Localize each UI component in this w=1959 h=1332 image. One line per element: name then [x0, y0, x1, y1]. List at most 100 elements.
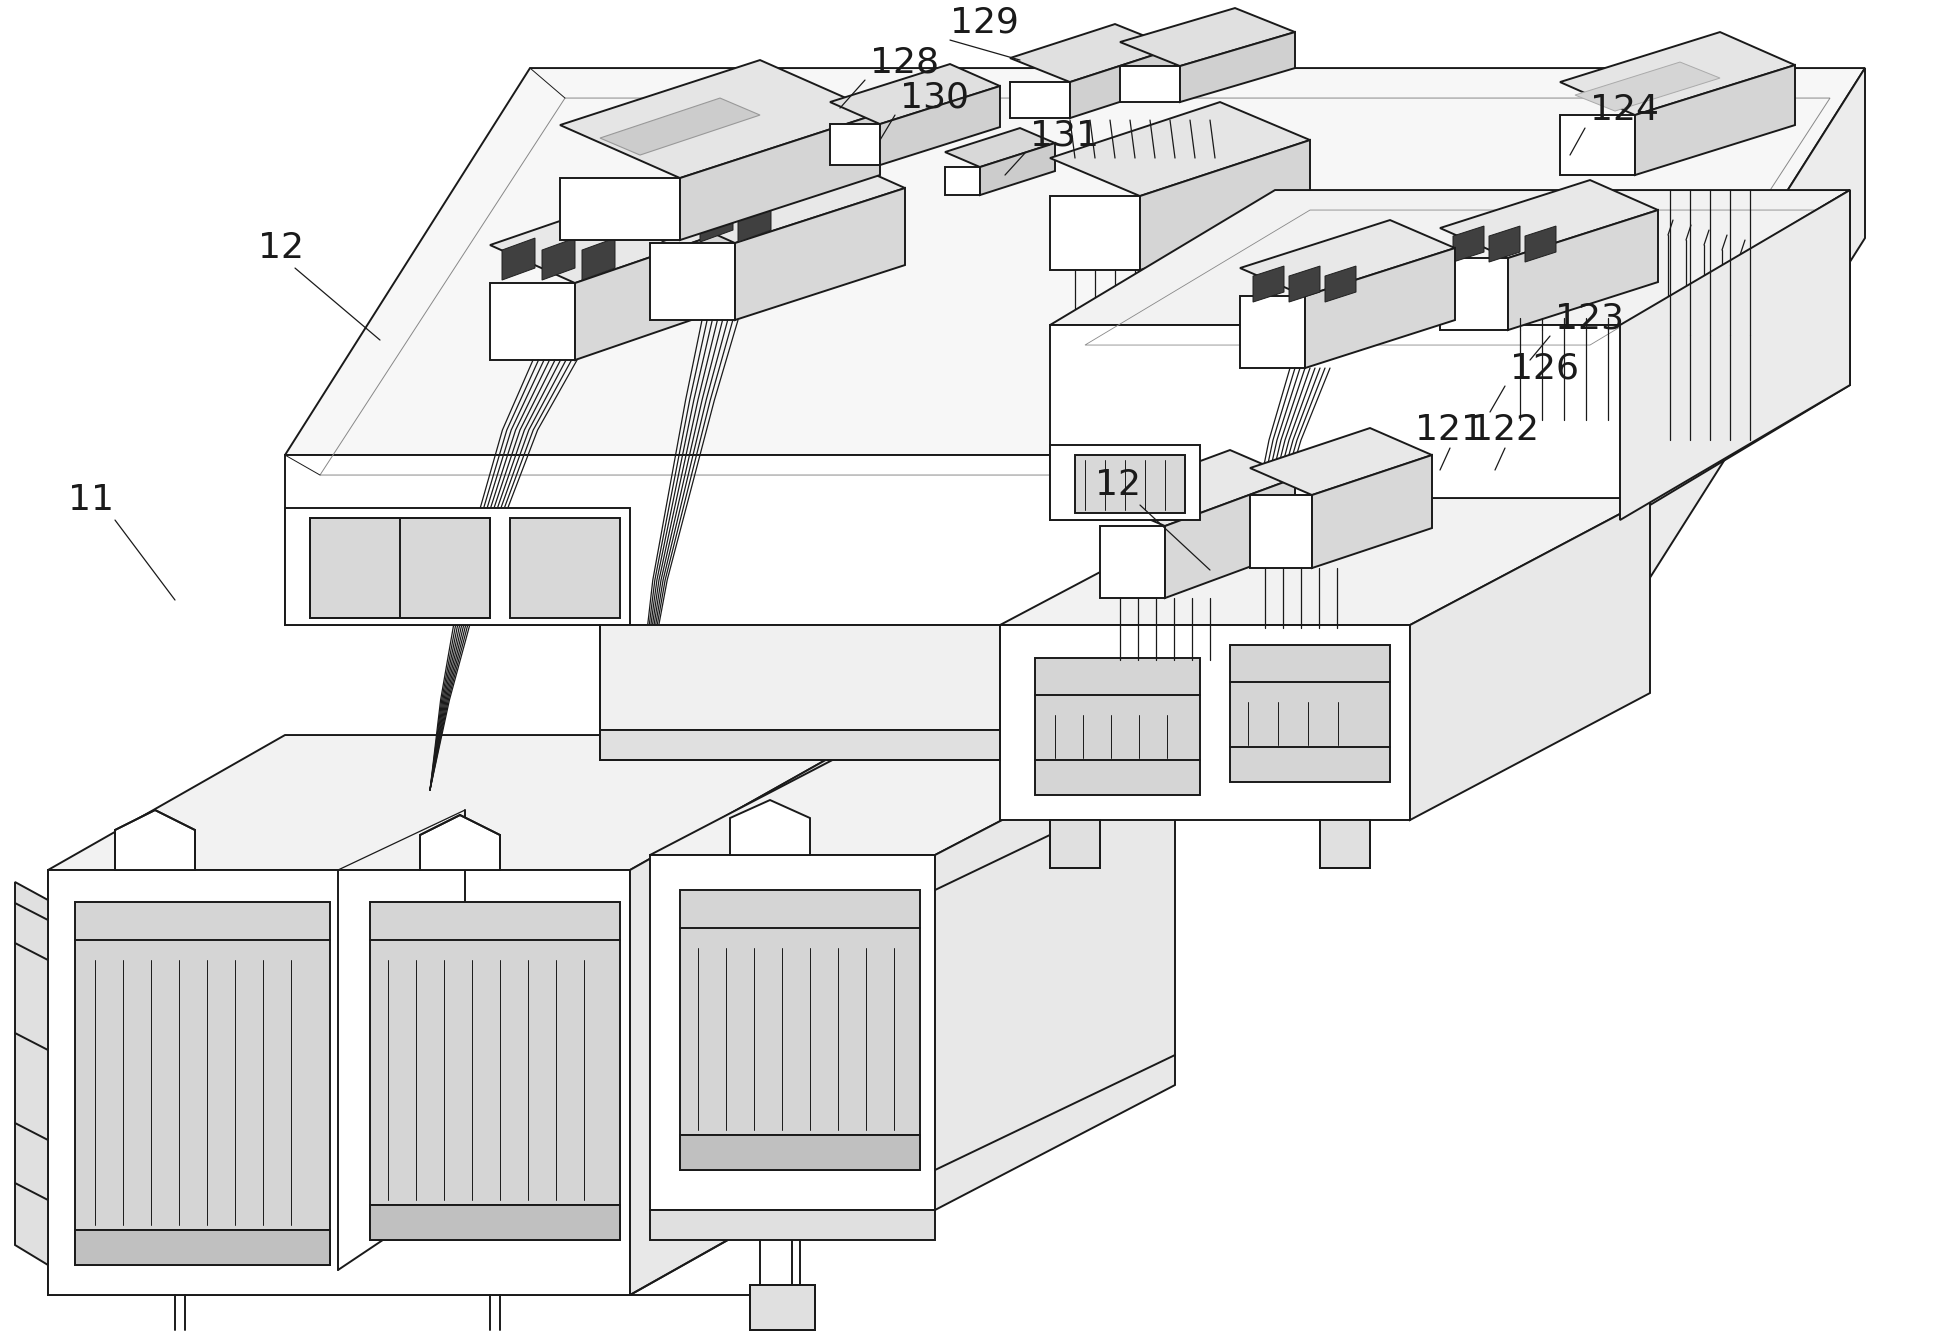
Text: 11: 11	[69, 484, 114, 517]
Polygon shape	[934, 730, 1175, 1209]
Polygon shape	[1240, 296, 1305, 368]
Polygon shape	[1440, 258, 1508, 330]
Polygon shape	[560, 60, 880, 178]
Polygon shape	[1101, 526, 1166, 598]
Polygon shape	[599, 625, 999, 730]
Polygon shape	[1050, 103, 1311, 196]
Polygon shape	[699, 200, 733, 242]
Polygon shape	[509, 518, 619, 618]
Polygon shape	[999, 625, 1410, 821]
Polygon shape	[1230, 645, 1391, 782]
Polygon shape	[49, 735, 870, 870]
Polygon shape	[1575, 63, 1720, 111]
Polygon shape	[49, 870, 760, 1295]
Polygon shape	[631, 735, 870, 1295]
Polygon shape	[1179, 32, 1295, 103]
Polygon shape	[999, 498, 1649, 625]
Text: 131: 131	[1030, 119, 1099, 152]
Polygon shape	[944, 166, 980, 194]
Polygon shape	[1011, 24, 1175, 83]
Polygon shape	[1070, 48, 1175, 119]
Polygon shape	[1050, 445, 1201, 519]
Polygon shape	[1050, 821, 1101, 868]
Polygon shape	[1121, 8, 1295, 67]
Polygon shape	[116, 810, 196, 870]
Text: 129: 129	[950, 5, 1019, 39]
Polygon shape	[1508, 210, 1657, 330]
Polygon shape	[680, 113, 880, 240]
Polygon shape	[1313, 456, 1432, 567]
Polygon shape	[310, 518, 490, 618]
Polygon shape	[582, 238, 615, 280]
Text: 122: 122	[1469, 413, 1540, 448]
Polygon shape	[1324, 266, 1356, 302]
Polygon shape	[419, 815, 500, 870]
Polygon shape	[1050, 196, 1140, 270]
Polygon shape	[370, 1205, 619, 1240]
Polygon shape	[74, 902, 329, 1265]
Polygon shape	[74, 1229, 329, 1265]
Polygon shape	[1620, 190, 1849, 519]
Polygon shape	[1559, 115, 1636, 174]
Polygon shape	[1254, 266, 1283, 302]
Polygon shape	[284, 507, 631, 625]
Text: 126: 126	[1510, 352, 1579, 385]
Polygon shape	[1620, 68, 1865, 625]
Polygon shape	[650, 730, 1175, 855]
Polygon shape	[16, 882, 49, 1265]
Polygon shape	[599, 730, 999, 761]
Polygon shape	[1559, 32, 1794, 115]
Polygon shape	[560, 178, 680, 240]
Polygon shape	[49, 870, 631, 1295]
Text: 121: 121	[1414, 413, 1485, 448]
Polygon shape	[650, 151, 905, 242]
Polygon shape	[980, 143, 1056, 194]
Polygon shape	[880, 87, 999, 165]
Polygon shape	[831, 124, 880, 165]
Polygon shape	[1440, 180, 1657, 258]
Polygon shape	[680, 1135, 921, 1169]
Polygon shape	[1636, 65, 1794, 174]
Polygon shape	[1524, 226, 1555, 262]
Polygon shape	[1305, 248, 1456, 368]
Polygon shape	[1250, 496, 1313, 567]
Polygon shape	[490, 282, 576, 360]
Polygon shape	[1410, 498, 1649, 821]
Polygon shape	[1140, 140, 1311, 270]
Polygon shape	[650, 855, 934, 1209]
Text: 130: 130	[899, 80, 970, 115]
Polygon shape	[831, 64, 999, 124]
Polygon shape	[1011, 83, 1070, 119]
Polygon shape	[284, 68, 1865, 456]
Polygon shape	[1101, 450, 1295, 526]
Polygon shape	[650, 242, 735, 320]
Polygon shape	[1626, 190, 1849, 519]
Polygon shape	[576, 228, 735, 360]
Polygon shape	[1454, 226, 1485, 262]
Polygon shape	[750, 1285, 815, 1329]
Polygon shape	[662, 200, 695, 242]
Polygon shape	[1489, 226, 1520, 262]
Polygon shape	[1289, 266, 1320, 302]
Polygon shape	[1240, 220, 1456, 296]
Text: 12: 12	[1095, 468, 1140, 502]
Polygon shape	[1075, 456, 1185, 513]
Polygon shape	[1121, 67, 1179, 103]
Polygon shape	[490, 190, 735, 282]
Polygon shape	[1320, 821, 1369, 868]
Text: 123: 123	[1555, 301, 1624, 336]
Polygon shape	[731, 801, 809, 855]
Text: 128: 128	[870, 45, 938, 79]
Polygon shape	[1050, 325, 1626, 519]
Polygon shape	[599, 99, 760, 155]
Polygon shape	[739, 200, 772, 242]
Polygon shape	[1250, 428, 1432, 496]
Polygon shape	[680, 890, 921, 1169]
Text: 124: 124	[1591, 93, 1659, 127]
Polygon shape	[284, 456, 1620, 625]
Polygon shape	[650, 1209, 934, 1240]
Polygon shape	[370, 902, 619, 1240]
Polygon shape	[944, 128, 1056, 166]
Polygon shape	[1034, 658, 1201, 795]
Text: 12: 12	[259, 230, 304, 265]
